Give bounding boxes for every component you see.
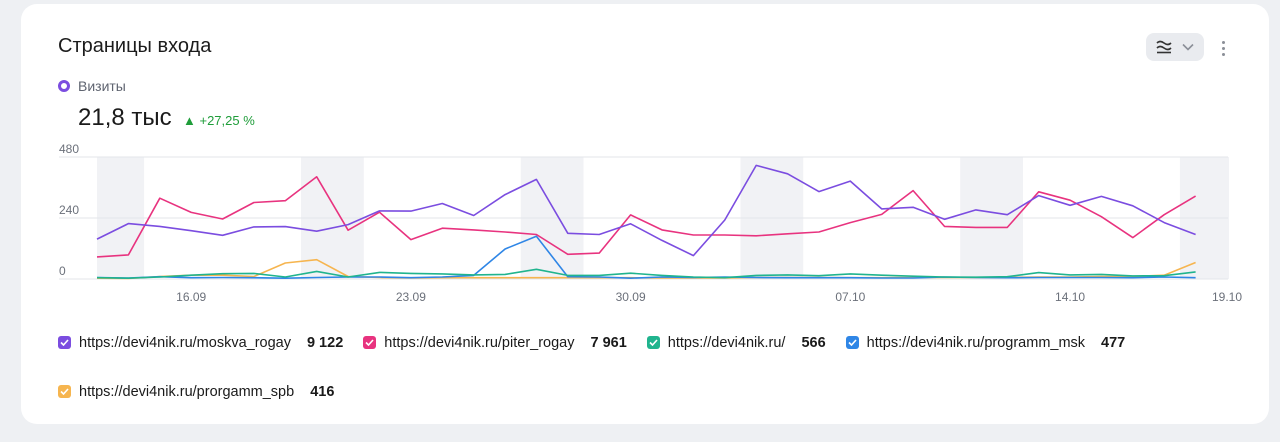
x-tick-label: 19.10 (1212, 290, 1242, 304)
series-line (96, 176, 1197, 258)
metric-radio-icon (58, 80, 70, 92)
wavy-lines-icon (1156, 40, 1172, 54)
checkbox-icon[interactable] (58, 385, 71, 398)
more-vertical-icon[interactable] (1215, 38, 1231, 58)
legend-series-total: 7 961 (590, 334, 627, 351)
metric-label: Визиты (78, 78, 126, 94)
y-tick-label: 0 (59, 264, 66, 278)
checkbox-icon[interactable] (58, 336, 71, 349)
line-chart: 480 240 0 16.09 23.09 30.09 07.10 14.10 19.10 (59, 142, 1242, 304)
legend-series-name: https://devi4nik.ru/ (667, 334, 786, 351)
legend-item[interactable]: https://devi4nik.ru/prorgamm_spb 416 (58, 383, 334, 400)
x-tick-label: 07.10 (835, 290, 865, 304)
series-line (96, 235, 1196, 280)
card-title: Страницы входа (58, 35, 212, 57)
chevron-down-icon (1182, 43, 1194, 51)
legend-item[interactable]: https://devi4nik.ru/piter_rogay 7 961 (363, 334, 627, 351)
chart-legend: https://devi4nik.ru/moskva_rogay 9 122 htt… (58, 334, 1238, 400)
legend-item[interactable]: https://devi4nik.ru/programm_msk 477 (845, 334, 1126, 351)
legend-series-total: 566 (801, 334, 826, 351)
series-line (96, 268, 1196, 280)
series-line (96, 164, 1196, 257)
y-tick-label: 480 (59, 142, 79, 156)
legend-series-name: https://devi4nik.ru/piter_rogay (384, 334, 575, 351)
legend-item[interactable]: https://devi4nik.ru/moskva_rogay 9 122 (58, 334, 343, 351)
x-tick-label: 30.09 (616, 290, 646, 304)
checkbox-icon[interactable] (363, 336, 377, 349)
legend-series-name: https://devi4nik.ru/prorgamm_spb (79, 383, 295, 400)
x-tick-label: 14.10 (1055, 290, 1085, 304)
checkbox-icon[interactable] (646, 336, 660, 349)
x-tick-label: 23.09 (396, 290, 426, 304)
legend-series-total: 477 (1101, 334, 1126, 351)
metric-selector[interactable]: Визиты (58, 78, 126, 94)
metric-value: 21,8 тыс (78, 104, 172, 131)
legend-item[interactable]: https://devi4nik.ru/566 (646, 334, 826, 351)
chart-type-dropdown[interactable] (1146, 33, 1204, 61)
legend-series-name: https://devi4nik.ru/moskva_rogay (79, 334, 291, 351)
legend-series-total: 9 122 (306, 334, 344, 351)
checkbox-icon[interactable] (845, 336, 859, 349)
legend-series-total: 416 (310, 383, 335, 400)
x-tick-label: 16.09 (176, 290, 206, 304)
entry-pages-card: Страницы входа Визиты 21,8 тыс ▲ +27,25 … (21, 4, 1269, 424)
y-tick-label: 240 (59, 203, 79, 217)
legend-series-name: https://devi4nik.ru/programm_msk (866, 334, 1086, 351)
metric-delta: ▲ +27,25 % (183, 113, 255, 128)
series-line (96, 258, 1196, 280)
